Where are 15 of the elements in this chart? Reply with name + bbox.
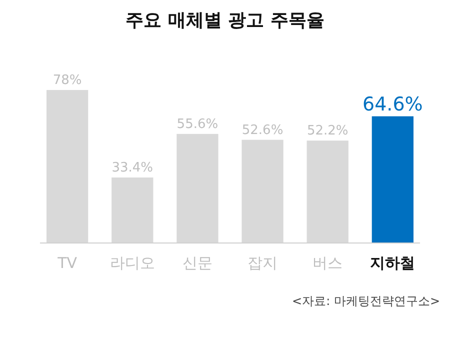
x-tick-label: 잡지 <box>248 254 278 272</box>
data-label: 78% <box>52 73 82 88</box>
data-label: 52.2% <box>306 124 348 139</box>
x-tick-label: 라디오 <box>110 254 155 272</box>
x-tick-label: 지하철 <box>370 254 416 272</box>
data-label: 52.6% <box>242 122 284 138</box>
data-label: 55.6% <box>176 116 218 132</box>
text: <자료: 마케팅전략연구소> <box>292 294 440 308</box>
data-label: 64.6% <box>362 93 423 116</box>
x-tick-label: 신문 <box>182 254 212 272</box>
x-tick-label: 버스 <box>312 254 343 272</box>
data-label: 33.4% <box>112 160 154 176</box>
x-tick-label: TV <box>56 254 78 272</box>
bar <box>372 116 414 243</box>
chart-title: 주요 매체별 광고 주목율 <box>126 10 324 31</box>
